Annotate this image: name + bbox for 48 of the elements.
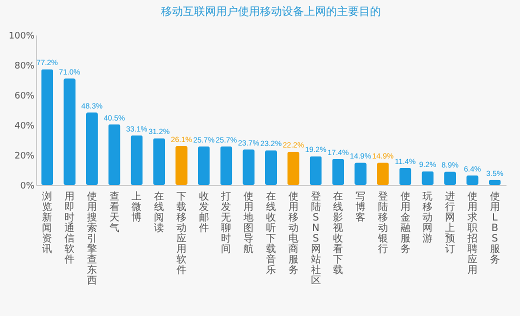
x-tick-label: 使用求职招聘应用: [466, 192, 478, 276]
bar: [466, 175, 478, 185]
x-tick-label: 写博客: [356, 192, 366, 224]
bar: [444, 172, 456, 185]
y-tick-label: 40%: [14, 122, 35, 132]
x-tick-label: 使用移动电商服务: [288, 192, 298, 276]
x-tick-label: 收发邮件: [198, 192, 209, 234]
bar: [376, 162, 389, 185]
x-tick-label: 在线影视收看下载: [333, 190, 344, 276]
bar: [310, 156, 322, 185]
x-tick-label: 下载移动应用软件: [176, 192, 186, 276]
bar: [198, 146, 210, 185]
bar: [86, 112, 98, 185]
bar: [64, 78, 76, 185]
x-tick-label: 上微博: [132, 190, 142, 224]
x-tick-label: 在线收听下载音乐: [266, 190, 276, 276]
bar: [265, 150, 277, 185]
x-tick-label: 进行网上预订: [445, 190, 456, 255]
x-tick-label: 使用地图导航: [242, 192, 254, 255]
bar: [41, 69, 54, 185]
y-tick-label: 100%: [8, 32, 35, 42]
x-tick-label: 在线阅读: [154, 190, 164, 234]
bar: [354, 162, 367, 185]
chart-title: 移动互联网用户使用移动设备上网的主要目的: [161, 5, 381, 18]
bar: [175, 146, 188, 185]
category-label: 使用搜索引擎查东西: [86, 192, 97, 286]
bar: [287, 152, 300, 185]
x-tick-label: 玩移动网游: [422, 192, 433, 244]
x-tick-label: 使用LBS服务: [490, 192, 500, 266]
x-tick-label: 打发无聊时间: [220, 190, 232, 255]
bar: [422, 171, 434, 185]
bar: [220, 146, 232, 185]
x-tick-label: 用即时通信软件: [64, 192, 75, 266]
y-tick-label: 0%: [20, 182, 35, 192]
x-tick-label: 使用金融服务: [400, 192, 410, 255]
bar: [130, 135, 143, 185]
x-tick-label: 登陆移动银行: [376, 190, 388, 255]
bar: [399, 168, 412, 185]
y-tick-label: 20%: [14, 152, 35, 162]
x-tick-label: 浏览新闻资讯: [42, 190, 52, 255]
bar: [153, 138, 166, 185]
category-label: 登陆SNS网站社区: [310, 192, 321, 286]
bar: [332, 158, 344, 185]
bar: [242, 149, 255, 185]
y-tick-label: 80%: [14, 62, 35, 72]
y-tick-label: 60%: [14, 92, 35, 102]
bar: [108, 124, 120, 185]
x-tick-label: 查看天气: [109, 190, 120, 234]
